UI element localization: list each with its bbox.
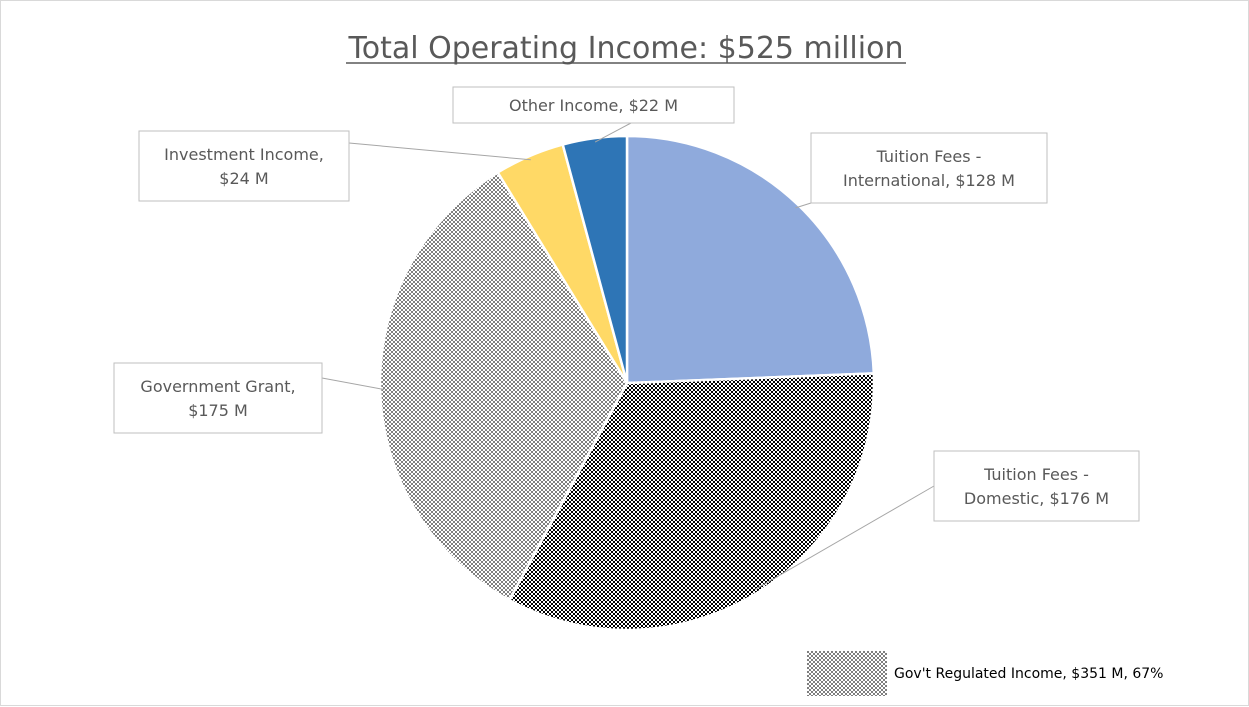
slice-label-3-line-1: $24 M bbox=[219, 169, 268, 188]
leader-line-1 bbox=[755, 485, 935, 590]
slice-label-box-4 bbox=[452, 86, 735, 124]
slice-label-box-3 bbox=[138, 130, 350, 202]
pie-slice-0 bbox=[625, 134, 876, 385]
slice-label-box-1 bbox=[933, 450, 1140, 522]
pie-slice-4 bbox=[561, 134, 629, 384]
slice-label-0-line-1: International, $128 M bbox=[843, 171, 1015, 190]
leader-line-2 bbox=[321, 377, 385, 390]
slice-label-box-0 bbox=[810, 132, 1048, 204]
legend-label: Gov't Regulated Income, $351 M, 67% bbox=[894, 666, 1163, 682]
legend: Gov't Regulated Income, $351 M, 67% bbox=[807, 651, 1163, 696]
slice-labels: Tuition Fees - International, $128 M Tuiti… bbox=[113, 86, 1140, 522]
slice-label-3-line-0: Investment Income, bbox=[164, 145, 324, 164]
leader-line-4 bbox=[594, 122, 632, 143]
slice-label-2-line-1: $175 M bbox=[188, 401, 248, 420]
legend-swatch bbox=[807, 651, 887, 696]
chart-title: Total Operating Income: $525 million bbox=[348, 31, 904, 66]
slice-label-0-line-0: Tuition Fees - bbox=[876, 147, 982, 166]
slice-label-1-line-1: Domestic, $176 M bbox=[964, 489, 1109, 508]
leader-lines bbox=[321, 122, 935, 590]
leader-line-0 bbox=[795, 202, 812, 209]
pie-slice-1 bbox=[507, 372, 876, 632]
slice-label-4-line-0: Other Income, $22 M bbox=[509, 96, 678, 115]
leader-line-3 bbox=[348, 142, 531, 161]
pie-slices bbox=[378, 134, 876, 632]
slice-label-1-line-0: Tuition Fees - bbox=[983, 465, 1089, 484]
slice-label-2-line-0: Government Grant, bbox=[140, 377, 295, 396]
pie-slice-2 bbox=[378, 170, 629, 602]
slice-label-box-2 bbox=[113, 362, 323, 434]
